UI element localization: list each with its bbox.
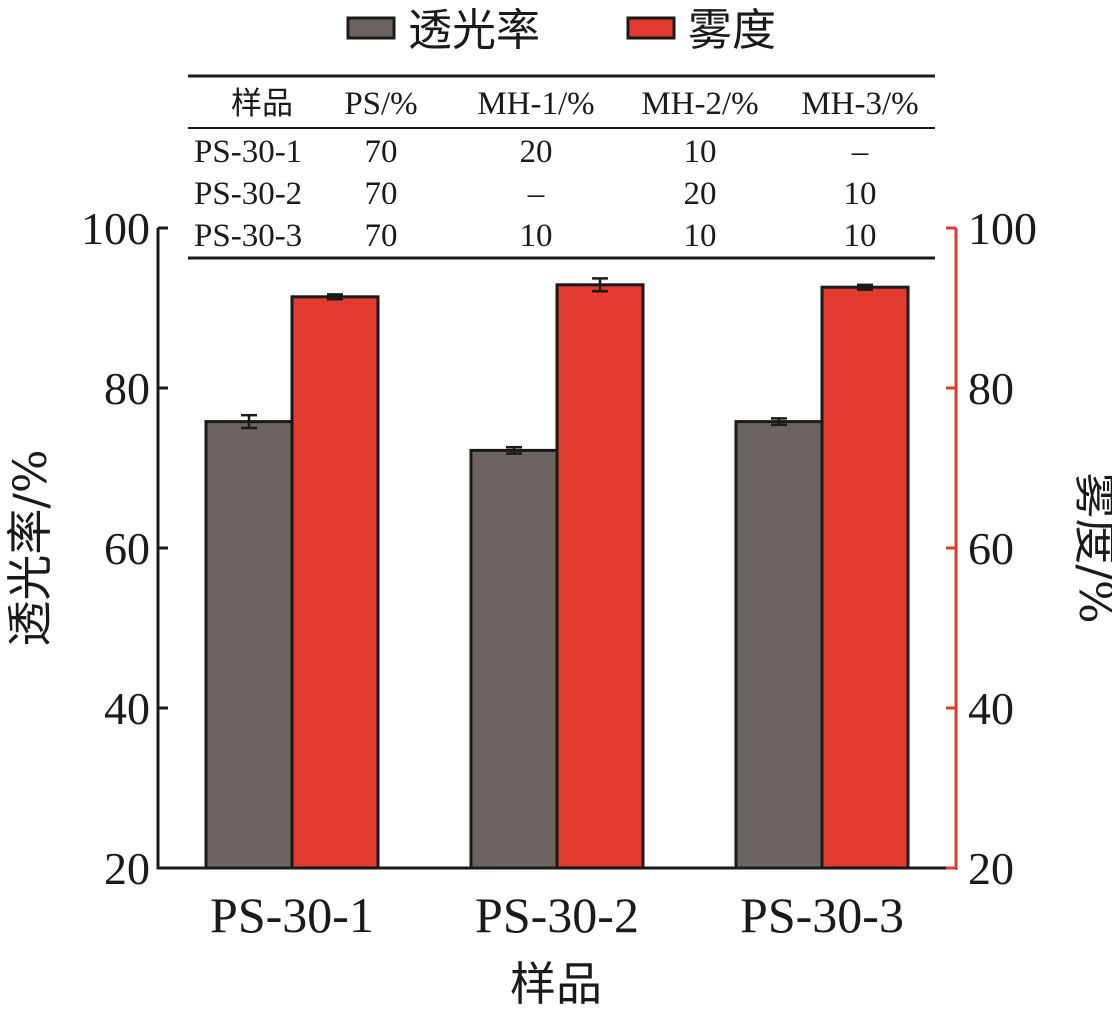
bar-haze-ps-30-1 — [290, 295, 380, 870]
y-axis-title-right: 雾度/% — [1069, 472, 1112, 623]
table-cell: 10 — [844, 176, 877, 212]
y-tick-label-right: 40 — [968, 683, 1014, 734]
table-cell: 10 — [684, 218, 717, 254]
table-cell: PS-30-2 — [194, 176, 302, 212]
table-cell: 20 — [684, 176, 717, 212]
error-bar — [506, 445, 522, 455]
table-cell: 70 — [365, 218, 398, 254]
y-tick-label-left: 100 — [81, 203, 150, 254]
table-cell: 70 — [365, 176, 398, 212]
legend-swatch-transmittance — [346, 16, 396, 40]
error-bar — [592, 277, 608, 293]
y-axis-title-left: 透光率/% — [3, 449, 57, 646]
y-tick-label-left: 60 — [104, 523, 150, 574]
table-header-cell: 样品 — [231, 86, 293, 122]
legend-swatch-haze — [626, 16, 676, 40]
bar-transmittance-ps-30-3 — [734, 420, 824, 870]
table-header-cell: MH-3/% — [801, 86, 918, 122]
table-cell: 10 — [684, 134, 717, 170]
y-tick-label-right: 100 — [968, 203, 1037, 254]
table-cell: 10 — [520, 218, 553, 254]
x-axis-title: 样品 — [510, 957, 602, 1011]
table-cell: – — [527, 176, 545, 212]
table-header-cell: MH-1/% — [477, 86, 594, 122]
bar-haze-ps-30-2 — [555, 283, 645, 870]
x-tick-label: PS-30-1 — [210, 887, 374, 943]
legend-label-transmittance: 透光率 — [408, 5, 540, 56]
table-cell: 10 — [844, 218, 877, 254]
error-bar — [771, 417, 787, 427]
table-cell: 70 — [365, 134, 398, 170]
y-tick-label-left: 20 — [104, 843, 150, 894]
table-cell: 20 — [520, 134, 553, 170]
table-cell: – — [851, 134, 869, 170]
error-bar — [241, 413, 257, 430]
x-tick-label: PS-30-3 — [740, 887, 904, 943]
bar-haze-ps-30-3 — [820, 285, 910, 870]
table-header-cell: PS/% — [344, 86, 417, 122]
table-cell: PS-30-1 — [194, 134, 302, 170]
bar-transmittance-ps-30-2 — [469, 448, 559, 870]
table-cell: PS-30-3 — [194, 218, 302, 254]
composition-table: 样品 PS/% MH-1/% MH-2/% MH-3/% PS-30-1 70 20 10 – PS… — [188, 74, 935, 260]
y-tick-label-right: 20 — [968, 843, 1014, 894]
y-tick-label-right: 60 — [968, 523, 1014, 574]
y-tick-label-left: 80 — [104, 363, 150, 414]
legend-label-haze: 雾度 — [688, 5, 776, 56]
bar-transmittance-ps-30-1 — [204, 420, 294, 870]
error-bar — [327, 293, 343, 301]
error-bar — [857, 283, 873, 291]
y-tick-label-left: 40 — [104, 683, 150, 734]
table-header-cell: MH-2/% — [641, 86, 758, 122]
y-tick-label-right: 80 — [968, 363, 1014, 414]
legend: 透光率 雾度 — [346, 5, 776, 56]
x-tick-label: PS-30-2 — [475, 887, 639, 943]
